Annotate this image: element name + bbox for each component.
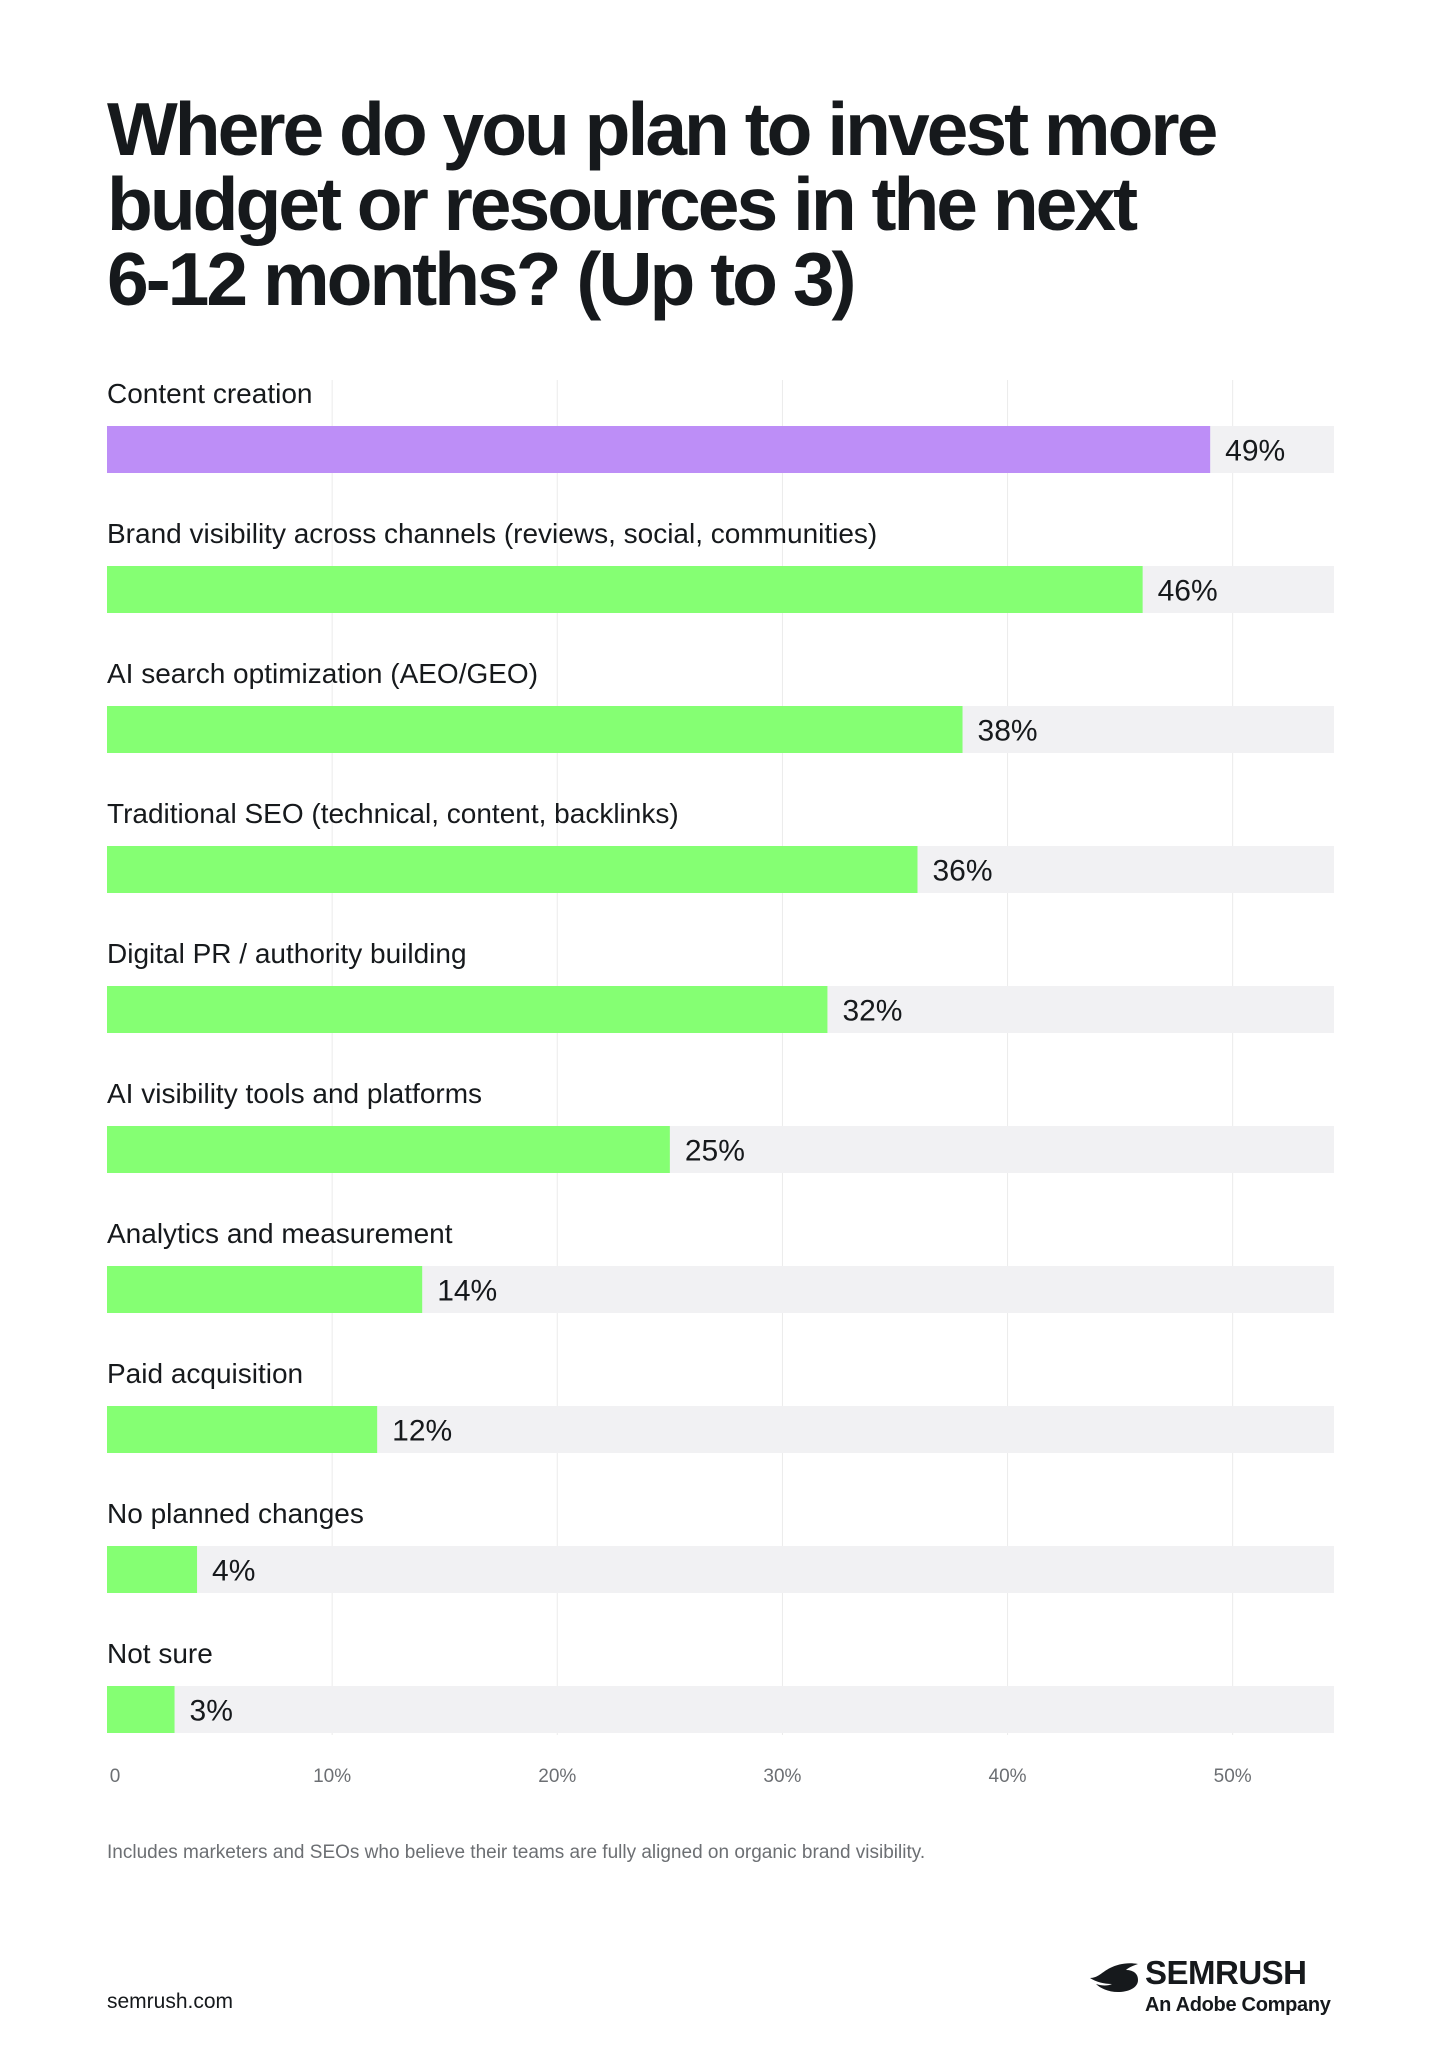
- category-label: Digital PR / authority building: [107, 938, 467, 969]
- value-label: 36%: [932, 855, 992, 888]
- category-label: No planned changes: [107, 1498, 364, 1529]
- category-label: Analytics and measurement: [107, 1218, 453, 1249]
- chart-title: Where do you plan to invest more budget …: [107, 87, 1218, 321]
- x-tick-label: 30%: [763, 1766, 801, 1787]
- bar: [107, 1406, 378, 1453]
- bar: [107, 986, 828, 1033]
- bar: [107, 426, 1211, 473]
- x-tick-label: 20%: [538, 1766, 576, 1787]
- bar-track: [107, 1686, 1334, 1733]
- x-tick-label: 40%: [989, 1766, 1027, 1787]
- value-label: 25%: [685, 1135, 745, 1168]
- bar: [107, 1266, 423, 1313]
- value-label: 14%: [437, 1275, 497, 1308]
- category-label: AI search optimization (AEO/GEO): [107, 658, 538, 689]
- value-label: 3%: [190, 1695, 233, 1728]
- bar: [107, 566, 1143, 613]
- bar: [107, 1686, 175, 1733]
- brand-name: SEMRUSH: [1145, 1954, 1307, 1991]
- value-label: 49%: [1225, 435, 1285, 468]
- footnote: Includes marketers and SEOs who believe …: [107, 1842, 926, 1863]
- bar: [107, 1546, 198, 1593]
- semrush-logo[interactable]: SEMRUSH An Adobe Company: [1088, 1954, 1338, 2024]
- category-label: Not sure: [107, 1638, 213, 1669]
- category-label: Content creation: [107, 378, 312, 409]
- value-label: 46%: [1158, 575, 1218, 608]
- brand-tagline: An Adobe Company: [1145, 1994, 1331, 2016]
- bar: [107, 1126, 670, 1173]
- value-label: 38%: [978, 715, 1038, 748]
- bar: [107, 706, 963, 753]
- x-tick-label: 10%: [313, 1766, 351, 1787]
- x-tick-label: 0: [110, 1766, 121, 1787]
- bar-chart: Content creation 49% Brand visibility acro…: [107, 378, 1334, 1787]
- x-tick-label: 50%: [1214, 1766, 1252, 1787]
- source-url[interactable]: semrush.com: [107, 1990, 234, 2013]
- bar-track: [107, 1546, 1334, 1593]
- category-label: AI visibility tools and platforms: [107, 1078, 482, 1109]
- category-label: Brand visibility across channels (review…: [107, 518, 877, 549]
- value-label: 12%: [392, 1415, 452, 1448]
- category-label: Paid acquisition: [107, 1358, 303, 1389]
- category-label: Traditional SEO (technical, content, bac…: [107, 798, 679, 829]
- value-label: 32%: [842, 995, 902, 1028]
- bar: [107, 846, 918, 893]
- semrush-fire-icon: [1090, 1963, 1138, 1992]
- value-label: 4%: [212, 1555, 255, 1588]
